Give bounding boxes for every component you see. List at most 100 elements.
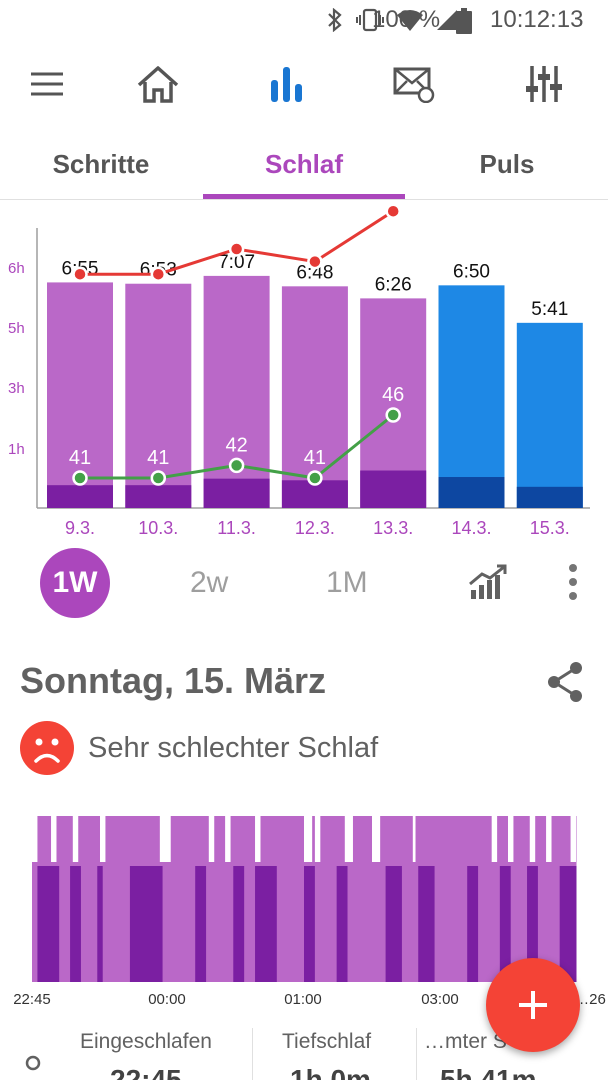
- line-value-label: 41: [69, 447, 91, 469]
- range-1w-button[interactable]: 1W: [40, 548, 110, 618]
- x-tick-label: 15.3.: [530, 518, 570, 538]
- awake-gap: [208, 816, 215, 862]
- light-sleep-segment: [102, 816, 131, 982]
- line-value-label: 54: [147, 243, 169, 265]
- awake-gap: [344, 816, 353, 862]
- line-point: [228, 241, 245, 257]
- x-tick-label: 12.3.: [295, 518, 335, 538]
- stat-label-total: …mter S: [424, 1030, 507, 1053]
- light-sleep-segment: [347, 816, 387, 982]
- awake-gap: [100, 816, 106, 862]
- stats-button[interactable]: [257, 54, 317, 114]
- battery-percent: 100 %: [372, 6, 441, 33]
- awake-gap: [225, 816, 231, 862]
- deep-sleep-segment: [527, 866, 539, 982]
- deep-sleep-segment: [467, 866, 479, 982]
- share-icon[interactable]: [546, 660, 586, 704]
- awake-gap: [491, 816, 498, 862]
- y-tick-label: 1h: [8, 441, 25, 458]
- deep-sleep-segment: [233, 866, 245, 982]
- awake-gap: [255, 816, 261, 862]
- line-point: [72, 470, 88, 486]
- deep-sleep-segment: [129, 866, 164, 982]
- tab-schritte[interactable]: Schritte: [52, 148, 150, 179]
- awake-gap: [314, 816, 321, 862]
- awake-gap: [51, 816, 57, 862]
- settings-button[interactable]: [514, 54, 574, 114]
- line-value-label: 59: [382, 200, 404, 202]
- deep-sleep-segment: [418, 866, 436, 982]
- add-fab-button[interactable]: [486, 958, 580, 1052]
- range-1m-button[interactable]: 1M: [326, 566, 368, 599]
- sleep-quality: Sehr schlechter Schlaf: [20, 720, 378, 776]
- status-bar: 100 % 10:12:13: [0, 0, 608, 42]
- tab-schlaf[interactable]: Schlaf: [264, 148, 344, 179]
- menu-icon: [31, 72, 63, 96]
- x-tick-label: 11.3.: [217, 518, 256, 538]
- menu-button[interactable]: [17, 54, 77, 114]
- light-sleep-segment: [244, 816, 256, 982]
- deep-sleep-segment: [559, 866, 577, 982]
- deep-sleep-bar: [203, 478, 270, 508]
- range-2w-button[interactable]: 2w: [190, 566, 229, 599]
- line-value-label: 55: [304, 231, 326, 253]
- awake-gap: [372, 816, 381, 862]
- y-tick-label: 5h: [8, 320, 25, 337]
- x-tick-label: 9.3.: [65, 518, 95, 538]
- more-vert-icon[interactable]: [566, 562, 580, 602]
- line-value-label: 54: [69, 243, 91, 265]
- sleep-bar: [516, 322, 583, 508]
- toolbar: [0, 44, 608, 124]
- deep-sleep-segment: [37, 866, 60, 982]
- awake-gap: [546, 816, 552, 862]
- bar-value-label: 6:48: [296, 262, 333, 283]
- notifications-button[interactable]: [384, 54, 444, 114]
- line-point: [150, 266, 167, 282]
- awake-gap: [529, 816, 536, 862]
- range-selector: 1W 2w 1M: [0, 548, 608, 624]
- vibrate-icon: [356, 8, 384, 32]
- y-tick-label: 6h: [8, 260, 25, 277]
- x-tick-label: 14.3.: [451, 518, 491, 538]
- sleep-quality-text: Sehr schlechter Schlaf: [88, 731, 379, 764]
- light-sleep-segment: [80, 816, 98, 982]
- deep-sleep-bar: [47, 485, 113, 508]
- deep-sleep-segment: [195, 866, 207, 982]
- awake-gap: [570, 816, 576, 862]
- line-point: [228, 457, 245, 474]
- line-value-label: 41: [147, 447, 169, 469]
- line-value-label: 42: [225, 434, 247, 456]
- y-tick-label: 3h: [8, 380, 25, 397]
- indicator-circle-icon: [25, 1055, 41, 1071]
- awake-gap: [72, 816, 79, 862]
- stat-value-deep-sleep: 1h 0m: [290, 1064, 371, 1080]
- night-sleep-chart[interactable]: 22:45 00:00 01:00 03:00 …26: [0, 808, 608, 1012]
- battery-icon: [456, 8, 472, 34]
- bar-value-label: 5:41: [531, 299, 568, 320]
- deep-sleep-bar: [438, 477, 505, 508]
- stats-bar: Eingeschlafen 22:45 Tiefschlaf 1h 0m …mt…: [0, 1020, 608, 1080]
- deep-sleep-segment: [304, 866, 316, 982]
- light-sleep-segment: [510, 816, 528, 982]
- light-sleep-segment: [434, 816, 468, 982]
- tab-puls[interactable]: Puls: [479, 148, 535, 179]
- stat-divider: [416, 1028, 417, 1080]
- awake-gap: [508, 816, 514, 862]
- home-icon: [137, 66, 179, 103]
- deep-sleep-segment: [385, 866, 403, 982]
- time-tick-label: 03:00: [421, 991, 459, 1008]
- stat-label-fell-asleep: Eingeschlafen: [80, 1030, 212, 1053]
- light-sleep-segment: [32, 816, 38, 982]
- light-sleep-segment: [276, 816, 305, 982]
- weekly-sleep-chart[interactable]: 1h3h5h6h6:559.3.6:5310.3.7:0711.3.6:4812…: [0, 200, 608, 550]
- plus-icon: [519, 991, 547, 1019]
- awake-gap: [159, 816, 171, 862]
- trend-icon[interactable]: [468, 564, 508, 600]
- deep-sleep-segment: [336, 866, 349, 982]
- line-point: [307, 253, 323, 270]
- stat-value-fell-asleep: 22:45: [110, 1064, 182, 1080]
- bar-value-label: 7:07: [218, 252, 255, 273]
- light-sleep-segment: [401, 816, 419, 982]
- home-button[interactable]: [128, 54, 188, 114]
- line-point: [385, 407, 401, 423]
